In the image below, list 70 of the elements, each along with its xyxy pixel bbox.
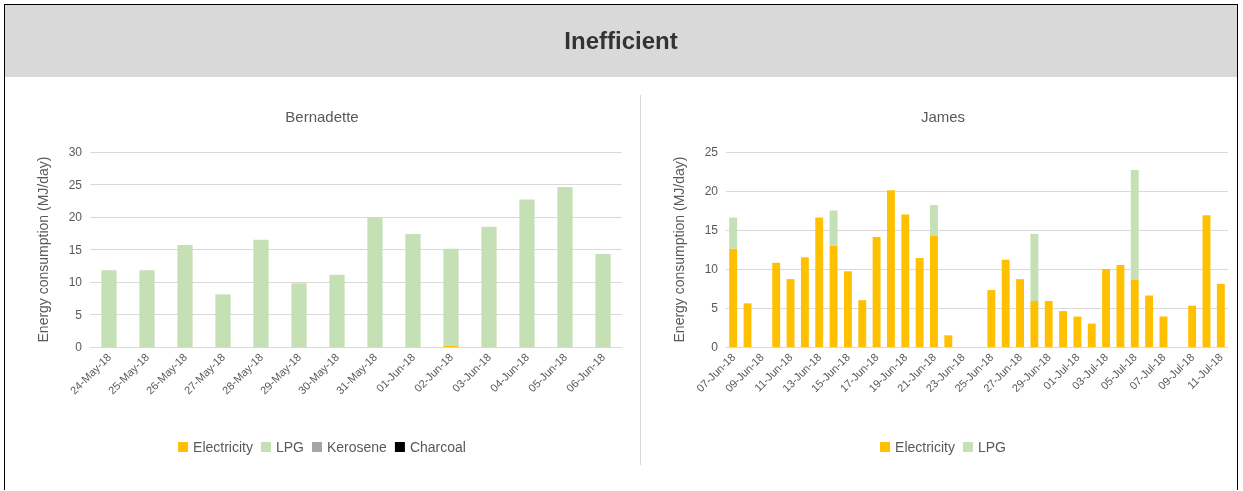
bar xyxy=(815,217,824,347)
bar xyxy=(1059,311,1067,347)
y-tick-label: 25 xyxy=(68,177,83,192)
bar xyxy=(829,245,838,347)
bar xyxy=(1087,323,1096,347)
bar xyxy=(729,248,738,347)
bar xyxy=(1130,169,1139,280)
bar xyxy=(901,214,910,347)
bar xyxy=(139,270,155,347)
y-tick-label: 10 xyxy=(704,262,719,276)
bar xyxy=(843,271,852,347)
bar xyxy=(367,217,383,347)
bar xyxy=(481,226,497,347)
bar xyxy=(101,270,117,347)
bar xyxy=(1145,295,1154,347)
bar xyxy=(930,235,938,347)
text: Inefficient xyxy=(5,5,1237,77)
bar xyxy=(772,262,781,347)
y-tick-label: 30 xyxy=(68,145,83,159)
y-tick-label: 5 xyxy=(711,301,719,315)
bar xyxy=(595,254,611,347)
bar xyxy=(987,290,996,347)
y-tick-label: 0 xyxy=(75,340,83,354)
bar xyxy=(858,300,867,347)
bar xyxy=(872,237,881,347)
bar xyxy=(1030,300,1039,347)
bar xyxy=(215,294,231,347)
y-tick-label: 25 xyxy=(704,145,719,159)
bar xyxy=(729,217,738,249)
y-tick-label: 0 xyxy=(711,340,719,354)
legend-label: LPG xyxy=(275,439,304,455)
y-tick-label: 5 xyxy=(75,307,83,322)
legend-label: Kerosene xyxy=(326,439,388,455)
bar xyxy=(519,199,535,347)
bar xyxy=(253,239,269,347)
bar xyxy=(443,248,459,346)
bar xyxy=(177,244,193,347)
bar xyxy=(1116,265,1125,347)
bar xyxy=(1016,279,1024,347)
bar xyxy=(1044,300,1053,347)
bar xyxy=(1216,283,1225,347)
bar xyxy=(944,335,953,347)
legend-label: LPG xyxy=(977,439,1006,455)
bar xyxy=(887,190,895,347)
legend-label: Electricity xyxy=(895,439,955,455)
y-axis-title: Energy consumption (MJ/day) xyxy=(35,156,51,343)
y-tick-label: 15 xyxy=(704,223,719,237)
bar xyxy=(1102,269,1111,347)
legend-label: Charcoal xyxy=(409,439,466,455)
y-tick-label: 15 xyxy=(68,242,83,257)
bar xyxy=(1001,259,1010,347)
bar xyxy=(829,210,838,246)
y-tick-label: 20 xyxy=(704,184,719,198)
bar xyxy=(1130,279,1139,347)
bar xyxy=(1030,233,1039,301)
bar xyxy=(329,274,345,347)
y-tick-label: 10 xyxy=(68,275,83,289)
legend-label: Electricity xyxy=(193,439,253,455)
bar xyxy=(291,283,307,347)
chart-title: James xyxy=(920,108,966,125)
bar xyxy=(1073,316,1082,347)
bar xyxy=(915,258,924,347)
bar xyxy=(1188,305,1197,347)
y-tick-label: 20 xyxy=(68,210,83,224)
chart-title: Bernadette xyxy=(285,108,359,125)
bar xyxy=(557,187,573,347)
bar xyxy=(930,205,938,236)
y-axis-title: Energy consumption (MJ/day) xyxy=(671,156,687,343)
bar xyxy=(800,257,809,347)
bar xyxy=(405,233,421,347)
